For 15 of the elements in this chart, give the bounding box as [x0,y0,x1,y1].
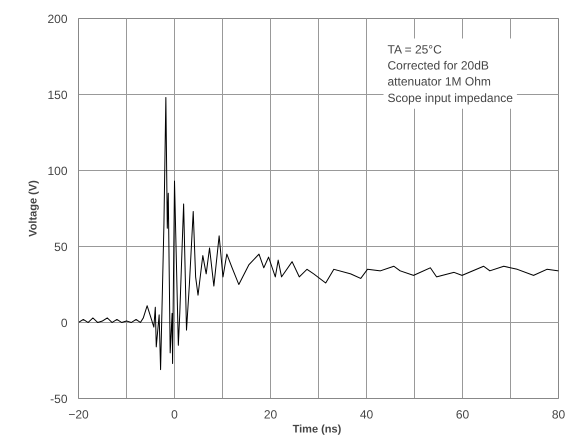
y-axis-title: Voltage (V) [27,180,40,237]
x-tick-label: 80 [552,408,566,422]
y-tick-label: 150 [47,88,68,102]
x-tick-label: 40 [360,408,374,422]
annotation: TA = 25°C Corrected for 20dB attenuator 1M Ohm Scope input impedance [388,42,514,105]
x-tick-label: −20 [68,408,90,422]
x-tick-label: 0 [171,408,178,422]
y-tick-label: 50 [54,240,68,254]
y-tick-label: 0 [60,316,68,330]
x-axis-title: Time (ns) [292,424,342,436]
y-tick-label: 200 [47,12,68,26]
y-tick-label: 100 [47,164,68,178]
x-tick-label: 60 [456,408,470,422]
y-tick-label: -50 [50,392,68,406]
x-tick-label: 20 [264,408,278,422]
